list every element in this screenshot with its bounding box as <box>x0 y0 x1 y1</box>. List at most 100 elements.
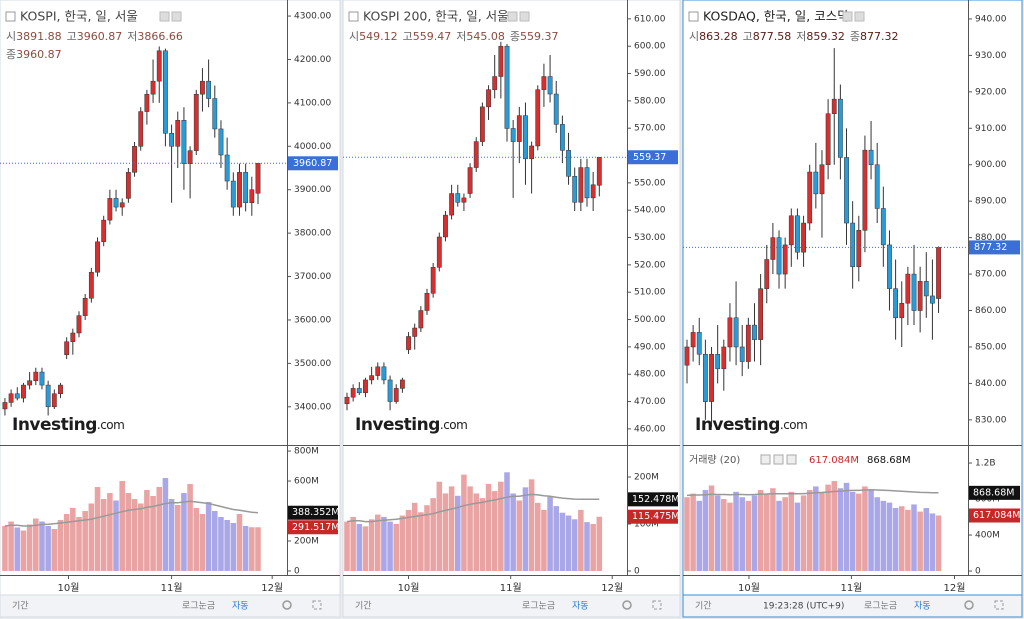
volume-bar <box>168 499 175 571</box>
volume-bar <box>2 525 8 571</box>
stat-label: 시 <box>349 30 359 43</box>
volume-bar <box>843 482 850 572</box>
stat-value: 877.32 <box>860 30 899 43</box>
volume-bar <box>565 515 572 572</box>
header-icon[interactable] <box>854 11 865 22</box>
legend-icon[interactable] <box>786 454 797 465</box>
volume-bar <box>522 487 529 572</box>
y-tick-label: 900.00 <box>975 160 1007 170</box>
candle-body <box>874 164 880 209</box>
candle-body <box>893 288 898 319</box>
candle-body <box>375 366 381 376</box>
y-tick-label: 910.00 <box>975 124 1007 134</box>
candle-body <box>529 145 535 160</box>
volume-bar <box>504 472 510 572</box>
candle-body <box>156 50 162 82</box>
footer-bar <box>342 594 681 618</box>
volume-bar <box>82 511 88 571</box>
fullscreen-icon[interactable] <box>312 600 322 610</box>
volume-bar <box>350 516 356 572</box>
footer-auto[interactable]: 자동 <box>232 601 249 612</box>
footer-log[interactable]: 로그눈금 <box>182 601 215 612</box>
volume-bar <box>57 519 64 571</box>
legend-icon[interactable] <box>760 454 771 465</box>
candle-body <box>393 388 399 402</box>
legend-icon[interactable] <box>773 454 784 465</box>
settings-icon[interactable] <box>964 600 974 610</box>
y-tick-label: 550.00 <box>634 178 666 188</box>
volume-bar <box>39 521 45 571</box>
volume-bar <box>571 519 578 572</box>
volume-bar <box>770 488 776 572</box>
stat-value: 559.47 <box>413 30 452 43</box>
y-tick-label: 4100.00 <box>294 98 331 108</box>
volume-bar <box>684 497 690 572</box>
header-icon[interactable] <box>842 11 853 22</box>
candle-body <box>837 98 843 158</box>
header-icon[interactable] <box>507 11 518 22</box>
legend-name: 거래량 (20) <box>689 454 740 466</box>
volume-bar <box>856 493 862 572</box>
y-tick-label: 3900.00 <box>294 185 331 195</box>
stat-label: 고 <box>67 30 77 43</box>
y-tick-label: 3600.00 <box>294 315 331 325</box>
candle-body <box>868 149 874 165</box>
footer-period[interactable]: 기간 <box>12 601 29 612</box>
volume-bar <box>205 502 212 571</box>
volume-bar <box>344 521 350 572</box>
volume-bar <box>119 481 125 571</box>
candle-body <box>547 76 553 95</box>
fullscreen-icon[interactable] <box>994 600 1004 610</box>
footer-auto[interactable]: 자동 <box>572 601 589 612</box>
footer-log[interactable]: 로그눈금 <box>522 601 555 612</box>
volume-bar <box>880 500 887 572</box>
candle-body <box>356 388 362 394</box>
volume-bar <box>929 513 936 572</box>
stat-label: 저 <box>796 30 806 43</box>
candle-body <box>498 45 504 77</box>
x-tick-label: 11월 <box>500 582 522 594</box>
volume-bar <box>868 490 874 572</box>
volume-bar <box>874 497 880 572</box>
y-tick-label: 830.00 <box>975 415 1007 425</box>
candle-body <box>930 295 935 304</box>
volume-tick-label: 100M <box>634 519 659 529</box>
footer-log[interactable]: 로그눈금 <box>864 601 897 612</box>
footer-auto[interactable]: 자동 <box>914 601 931 612</box>
footer-period[interactable]: 기간 <box>355 601 372 612</box>
volume-bar <box>411 502 418 572</box>
volume-legend: 거래량 (20) <box>689 454 740 466</box>
candle-body <box>51 393 57 408</box>
volume-bar <box>230 522 237 571</box>
volume-bar <box>368 519 375 572</box>
header-icon[interactable] <box>519 11 530 22</box>
candle-body <box>684 346 690 366</box>
volume-bar <box>156 487 163 571</box>
volume-bar <box>88 503 95 571</box>
volume-bar <box>113 500 119 571</box>
fullscreen-icon[interactable] <box>652 600 662 610</box>
volume-bar <box>381 516 387 572</box>
header-icon[interactable] <box>159 11 170 22</box>
stat-value: 3960.87 <box>16 48 62 61</box>
candle-body <box>412 327 418 337</box>
settings-icon[interactable] <box>282 600 292 610</box>
candle-body <box>224 154 230 182</box>
candle-body <box>443 214 448 238</box>
candle-body <box>430 267 436 294</box>
x-tick-label: 12월 <box>601 582 623 594</box>
y-tick-label: 890.00 <box>975 197 1007 207</box>
y-tick-label: 500.00 <box>634 315 666 325</box>
volume-bar <box>442 493 449 572</box>
candle-body <box>21 384 26 399</box>
volume-bar <box>886 502 893 572</box>
settings-icon[interactable] <box>622 600 632 610</box>
volume-bar <box>418 512 424 572</box>
candle-body <box>163 50 168 134</box>
price-label-box <box>628 150 678 165</box>
volume-bar <box>788 491 795 572</box>
header-icon[interactable] <box>171 11 182 22</box>
footer-period[interactable]: 기간 <box>695 601 712 612</box>
volume-tick-label: 200M <box>634 472 659 482</box>
volume-bar <box>714 495 721 572</box>
